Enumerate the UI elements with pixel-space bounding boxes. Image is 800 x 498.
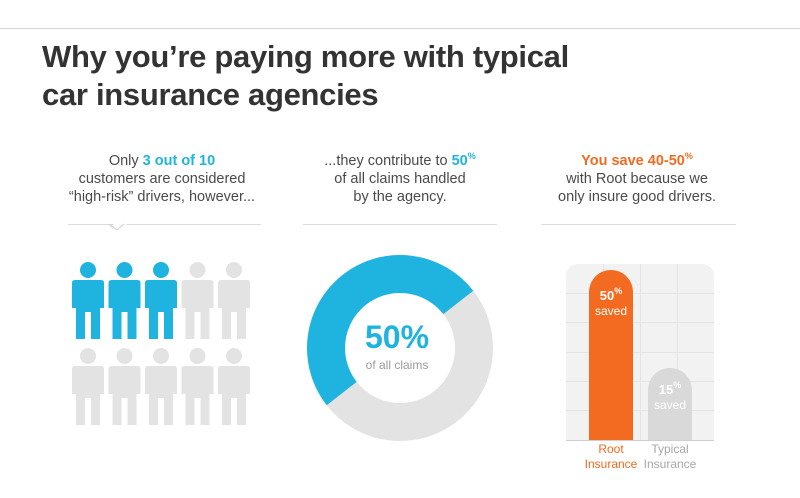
bar-root-saved-label: saved: [594, 304, 628, 318]
grid-line: [677, 264, 678, 440]
person-icon: [72, 262, 104, 339]
person-icon: [181, 262, 214, 339]
column-3-divider: [541, 224, 736, 225]
column-1-divider: [68, 224, 261, 225]
person-icon: [218, 348, 250, 425]
savings-highlight: You save 40-50%: [581, 151, 693, 170]
caption-line-3: “high-risk” drivers, however...: [68, 189, 256, 205]
person-icon: [108, 262, 141, 339]
bar-typical-value: 15%: [658, 380, 682, 398]
caption-line-1: Only 3 out of 10: [108, 153, 216, 169]
person-icon: [181, 348, 214, 425]
page-title: Why you’re paying more with typical car …: [42, 38, 682, 114]
claims-caption: ...they contribute to 50% of all claims …: [300, 152, 500, 206]
x-label-root: Root Insurance: [584, 442, 638, 471]
x-label-typical: Typical Insurance: [643, 442, 697, 471]
claims-donut-chart: [307, 255, 493, 441]
high-risk-count: 3 out of 10: [142, 153, 216, 169]
high-risk-caption: Only 3 out of 10 customers are considere…: [62, 152, 262, 206]
column-2-divider: [303, 224, 497, 225]
person-icon: [145, 262, 177, 339]
caption-line-2: with Root because we: [566, 171, 708, 187]
divider-pointer-icon: [110, 223, 125, 231]
title-line-2: car insurance agencies: [42, 77, 379, 112]
bar-typical-insurance: [648, 368, 692, 440]
chart-baseline: [566, 440, 714, 441]
donut-percent-label: 50%: [364, 319, 430, 355]
grid-line: [640, 264, 641, 440]
caption-line-1: ...they contribute to 50%: [324, 151, 476, 170]
claims-share: 50%: [451, 151, 476, 170]
caption-line-2: of all claims handled: [334, 171, 466, 187]
person-icon: [72, 348, 104, 425]
caption-line-2: customers are considered: [78, 171, 246, 187]
donut-segment: [307, 255, 474, 406]
title-line-1: Why you’re paying more with typical: [42, 39, 569, 74]
savings-bar-chart: 50% saved 15% saved: [566, 264, 714, 440]
person-icon: [218, 262, 250, 339]
donut-sub-label: of all claims: [365, 358, 429, 372]
savings-caption: You save 40-50% with Root because we onl…: [537, 152, 737, 206]
bar-root-value: 50%: [599, 286, 623, 304]
bar-typical-saved-label: saved: [653, 398, 687, 412]
people-grid: [72, 262, 250, 425]
bar-root-insurance: [589, 270, 633, 440]
caption-line-3: only insure good drivers.: [558, 189, 716, 205]
person-icon: [108, 348, 141, 425]
caption-line-3: by the agency.: [353, 189, 447, 205]
top-divider: [0, 28, 800, 29]
person-icon: [145, 348, 177, 425]
